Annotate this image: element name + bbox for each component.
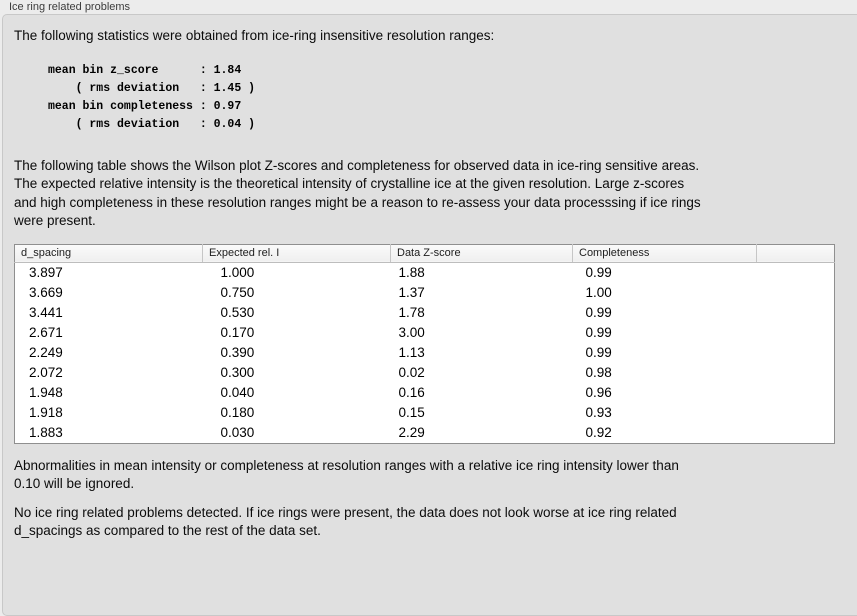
table-cell: 0.99 <box>585 325 612 340</box>
table-cell: 0.030 <box>220 425 255 440</box>
table-cell: 2.249 <box>29 345 63 360</box>
table-row[interactable]: 1.948 0.040 0.16 0.96 <box>15 383 835 403</box>
table-cell-filler <box>757 343 835 363</box>
table-cell: 0.530 <box>220 305 255 320</box>
table-cell-filler <box>757 323 835 343</box>
table-row[interactable]: 3.669 0.750 1.37 1.00 <box>15 283 835 303</box>
table-cell: 3.669 <box>29 285 63 300</box>
table-cell-filler <box>757 262 835 283</box>
table-cell: 1.37 <box>398 285 425 300</box>
table-cell-filler <box>757 383 835 403</box>
table-cell: 2.671 <box>29 325 63 340</box>
column-header-completeness[interactable]: Completeness <box>572 244 757 263</box>
table-cell: 0.96 <box>585 385 612 400</box>
table-cell: 1.948 <box>29 385 63 400</box>
intro-text: The following statistics were obtained f… <box>14 28 495 43</box>
table-cell-filler <box>757 283 835 303</box>
table-cell: 0.93 <box>585 405 612 420</box>
table-cell: 0.15 <box>398 405 425 420</box>
table-cell: 3.00 <box>398 325 425 340</box>
table-cell: 1.13 <box>398 345 425 360</box>
table-cell: 0.02 <box>398 365 425 380</box>
table-header-row: d_spacing Expected rel. I Data Z-score C… <box>14 244 835 263</box>
conclusion-text: No ice ring related problems detected. I… <box>14 504 677 539</box>
statistics-block: mean bin z_score : 1.84 ( rms deviation … <box>48 63 256 131</box>
table-cell: 1.883 <box>29 425 63 440</box>
table-row[interactable]: 3.441 0.530 1.78 0.99 <box>15 303 835 323</box>
table-cell: 2.072 <box>29 365 63 380</box>
table-cell: 0.040 <box>220 385 255 400</box>
table-cell: 0.390 <box>220 345 255 360</box>
table-cell: 2.29 <box>398 425 425 440</box>
table-cell: 1.918 <box>29 405 63 420</box>
ice-ring-panel: The following statistics were obtained f… <box>2 14 857 616</box>
table-cell: 0.16 <box>398 385 425 400</box>
ice-ring-table: d_spacing Expected rel. I Data Z-score C… <box>14 243 835 444</box>
table-cell: 1.000 <box>220 265 255 280</box>
table-row[interactable]: 3.897 1.000 1.88 0.99 <box>15 262 835 283</box>
table-row[interactable]: 1.918 0.180 0.15 0.93 <box>15 403 835 423</box>
table-cell: 3.441 <box>29 305 63 320</box>
table-cell-filler <box>757 403 835 423</box>
ignore-note: Abnormalities in mean intensity or compl… <box>14 457 679 492</box>
table-row[interactable]: 2.671 0.170 3.00 0.99 <box>15 323 835 343</box>
table-cell: 0.300 <box>220 365 255 380</box>
table-cell: 0.98 <box>585 365 612 380</box>
table-body: 3.897 1.000 1.88 0.99 3.669 0.750 1.37 1.00 3.44… <box>15 262 835 443</box>
table-row[interactable]: 2.249 0.390 1.13 0.99 <box>15 343 835 363</box>
column-header-d-spacing[interactable]: d_spacing <box>14 244 203 263</box>
table-cell: 0.180 <box>220 405 255 420</box>
table-cell: 0.750 <box>220 285 255 300</box>
table-cell: 0.99 <box>585 305 612 320</box>
table-row[interactable]: 2.072 0.300 0.02 0.98 <box>15 363 835 383</box>
table-cell: 1.00 <box>585 285 612 300</box>
table-cell: 0.99 <box>585 345 612 360</box>
table-cell: 0.92 <box>585 425 612 440</box>
column-header-data-z-score[interactable]: Data Z-score <box>390 244 573 263</box>
section-title: Ice ring related problems <box>9 1 131 13</box>
table-cell: 3.897 <box>29 265 63 280</box>
table-cell: 0.170 <box>220 325 255 340</box>
table-cell: 1.88 <box>398 265 425 280</box>
table-cell-filler <box>757 423 835 444</box>
table-cell: 1.78 <box>398 305 425 320</box>
table-cell-filler <box>757 303 835 323</box>
table-cell-filler <box>757 363 835 383</box>
column-header-expected-rel-i[interactable]: Expected rel. I <box>202 244 391 263</box>
table-row[interactable]: 1.883 0.030 2.29 0.92 <box>15 423 835 444</box>
table-cell: 0.99 <box>585 265 612 280</box>
column-header-filler <box>756 244 835 263</box>
table-description: The following table shows the Wilson plo… <box>14 157 701 229</box>
